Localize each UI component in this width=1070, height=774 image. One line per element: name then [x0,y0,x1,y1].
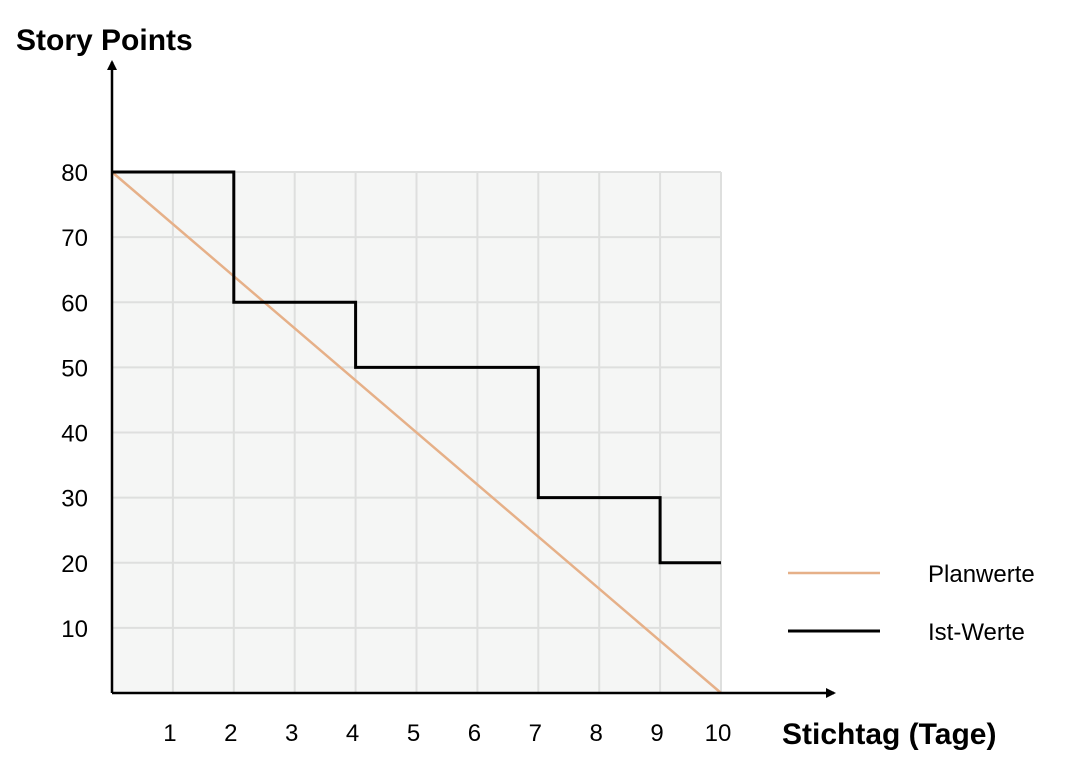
y-tick-label: 40 [61,421,88,448]
x-tick-labels: 1 2 3 4 5 6 7 8 9 10 [163,720,731,747]
x-tick-label: 2 [224,720,237,747]
y-tick-label: 20 [61,551,88,578]
x-tick-label: 5 [407,720,420,747]
x-tick-label: 9 [650,720,663,747]
y-tick-label: 30 [61,486,88,513]
y-tick-label: 80 [61,160,88,187]
x-tick-label: 3 [285,720,298,747]
legend-label-planwerte: Planwerte [928,561,1035,588]
y-tick-label: 10 [61,616,88,643]
series-layer [111,170,722,694]
x-tick-label: 8 [590,720,603,747]
y-tick-label: 60 [61,290,88,317]
x-tick-label: 7 [529,720,542,747]
x-tick-label: 1 [163,720,176,747]
series-line-ist-werte [112,170,721,565]
x-tick-label: 6 [468,720,481,747]
legend: Planwerte Ist-Werte [788,561,1035,646]
y-axis-title: Story Points [16,24,193,57]
x-axis-title: Stichtag (Tage) [782,718,996,751]
y-tick-labels: 10 20 30 40 50 60 70 80 [61,160,88,643]
legend-label-ist-werte: Ist-Werte [928,619,1025,646]
y-tick-label: 70 [61,225,88,252]
series-line-planwerte [111,171,722,694]
x-tick-label: 4 [346,720,359,747]
y-tick-label: 50 [61,355,88,382]
x-tick-label: 10 [705,720,732,747]
